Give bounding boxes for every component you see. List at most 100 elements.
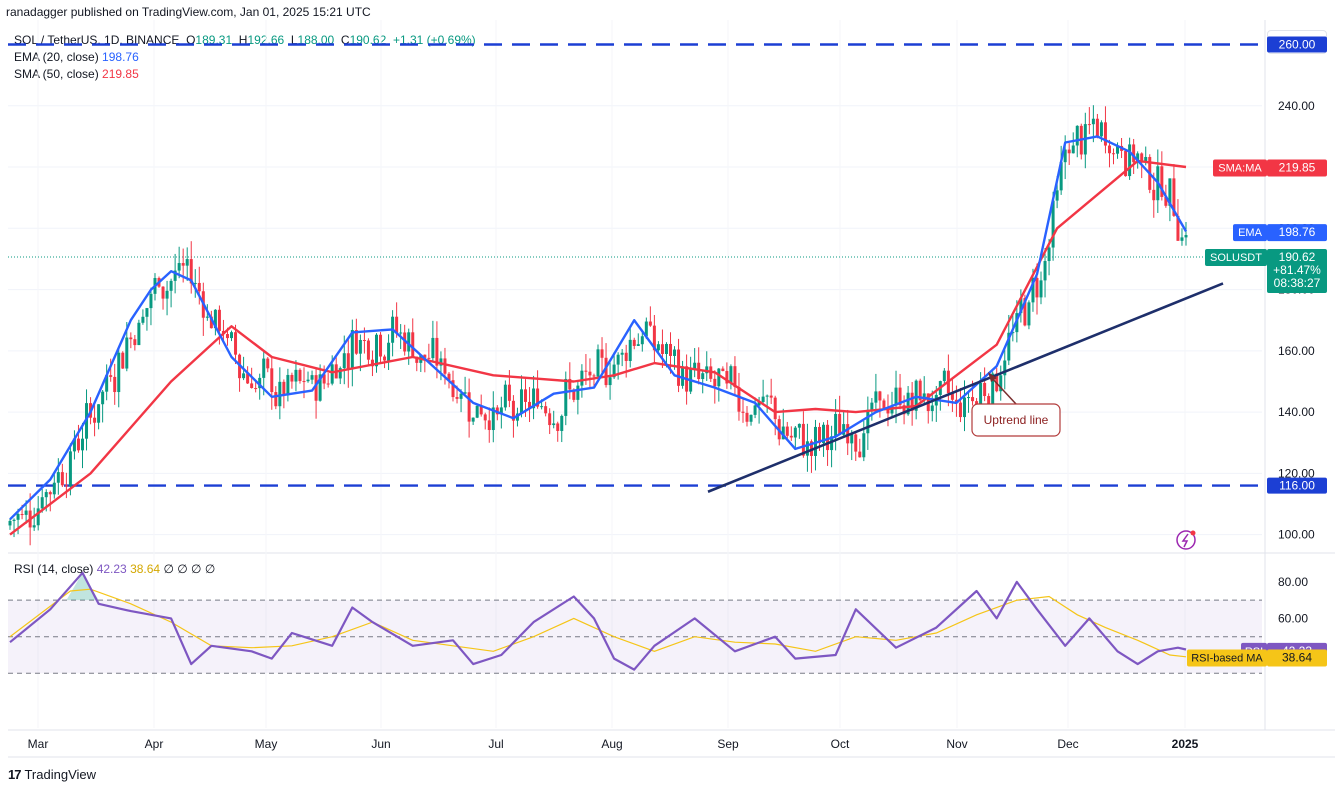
candle-body [1011,332,1015,334]
symbol-price-badge-text: +81.47% [1273,263,1321,277]
candle-body [48,492,52,495]
candle-body [254,388,258,390]
candle-body [564,378,568,416]
candle-body [656,344,660,351]
candle-body [519,389,523,414]
candle-body [374,334,378,367]
candle-body [789,435,793,438]
candle-body [72,438,76,452]
candle-body [866,409,870,434]
candle-body [286,374,290,396]
candle-body [52,482,56,495]
candle-body [890,405,894,414]
candle-body [818,426,822,444]
candle-body [185,259,189,266]
candle-body [1168,178,1172,206]
candle-body [830,436,834,451]
annotation-pointer [989,375,1017,405]
candle-body [902,405,906,415]
candle-body [785,426,789,436]
candle-body [141,316,145,323]
candle-body [765,395,769,397]
price-tick-label: 120.00 [1278,466,1315,480]
candle-body [314,375,318,401]
candle-body [950,393,954,400]
time-tick-label: Jul [488,737,503,751]
candle-body [298,369,302,382]
candle-body [838,413,842,435]
candle-body [934,394,938,406]
candle-body [338,368,342,379]
candle-body [761,396,765,402]
high-label: H [238,33,248,47]
ema-legend-row[interactable]: EMA (20, close) 198.76 [14,49,476,66]
candle-body [358,340,362,354]
footer-brand[interactable]: 17 TradingView [8,767,96,782]
candle-body [105,375,109,392]
candle-body [809,441,813,456]
candle-body [608,377,612,386]
candle-body [652,325,656,351]
symbol-title: SOL / TetherUS, 1D, BINANCE [14,33,180,47]
publisher-line: ranadagger published on TradingView.com,… [6,5,371,19]
annotation-text: Uptrend line [984,413,1049,427]
candle-body [1047,247,1051,262]
candle-body [447,373,451,381]
candle-body [910,392,914,411]
candle-body [1095,118,1099,137]
time-tick-label: Mar [28,737,49,751]
candle-body [1071,145,1075,154]
candle-body [129,337,133,340]
candle-body [717,368,721,387]
ema-value-badge-bg [1267,224,1327,242]
candle-body [757,401,761,406]
candle-body [1128,144,1132,177]
candle-body [918,380,922,401]
candle-body [1144,156,1148,162]
candle-body [511,400,515,421]
candle-body [1043,261,1047,281]
candle-body [797,423,801,428]
candle-body [427,357,431,359]
candle-body [580,370,584,386]
sma-name-tag-bg [1213,159,1267,177]
candle-body [431,337,435,359]
candle-body [862,433,866,458]
candle-body [987,396,991,406]
open-label: O [186,33,196,47]
candle-body [1180,237,1184,241]
symbol-price-badge-text: 08:38:27 [1274,276,1321,290]
symbol-name-tag-bg [1205,249,1267,267]
sma-legend-label: SMA (50, close) [14,67,99,81]
currency-button[interactable]: USDT [1267,30,1327,54]
candle-body [419,354,423,363]
candle-body [362,340,366,342]
symbol-price-badge-text: 190.62 [1279,250,1316,264]
candle-body [648,321,652,326]
candle-body [391,316,395,343]
candle-body [1075,125,1079,146]
candle-body [189,259,193,284]
candle-body [983,382,987,397]
candle-body [113,376,117,393]
time-tick-label: Nov [946,737,967,751]
sma-value-badge-text: 219.85 [1279,160,1316,174]
candle-body [1132,144,1136,163]
time-tick-label: Aug [601,737,622,751]
sma-legend-row[interactable]: SMA (50, close) 219.85 [14,66,476,83]
candle-body [282,381,286,396]
candle-body [1051,200,1055,248]
candle-body [971,397,975,402]
candle-body [213,309,217,329]
candle-body [12,519,16,521]
time-tick-label: Oct [831,737,850,751]
candle-body [1099,122,1103,137]
candle-body [596,349,600,377]
candle-body [499,407,503,415]
candle-body [407,332,411,352]
candle-body [556,423,560,431]
candle-body [592,375,596,377]
candle-body [604,357,608,386]
low-value: 188.00 [297,33,335,47]
sma-name-tag-text: SMA:MA [1218,162,1262,174]
